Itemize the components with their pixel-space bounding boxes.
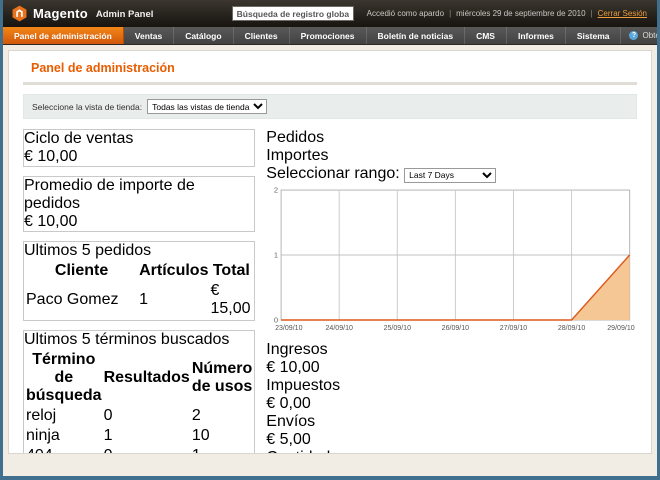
store-view-select[interactable]: Todas las vistas de tienda: [147, 99, 267, 114]
separator: |: [449, 9, 451, 18]
nav-item-boletin[interactable]: Boletín de noticias: [367, 27, 466, 44]
last-orders-title: Ultimos 5 pedidos: [24, 242, 254, 260]
nav-item-cms[interactable]: CMS: [465, 27, 507, 44]
total-ingresos: Ingresos € 10,00: [266, 341, 637, 377]
column-header[interactable]: Término de búsqueda: [26, 351, 102, 405]
svg-text:24/09/10: 24/09/10: [326, 325, 354, 332]
total-cantidad: Cantidad 1: [266, 449, 637, 454]
main-nav: Panel de administración Ventas Catálogo …: [3, 27, 657, 45]
lifetime-sales-title: Ciclo de ventas: [24, 130, 254, 148]
orders-area-chart: 0 1 2 23/09/10 24/09/10 25/09/10 26/09/10 27/09…: [266, 183, 637, 336]
page-title: Panel de administración: [31, 61, 637, 75]
average-orders-title: Promedio de importe de pedidos: [24, 177, 254, 213]
cell-items: 1: [139, 282, 208, 318]
dashboard-columns: Ciclo de ventas € 10,00 Promedio de impo…: [23, 129, 637, 454]
current-date: miércoles 29 de septiembre de 2010: [456, 9, 585, 18]
content-area: Panel de administración Seleccione la vi…: [3, 45, 657, 476]
last-search-terms-title: Ultimos 5 términos buscados: [24, 331, 254, 349]
nav-item-catalogo[interactable]: Catálogo: [174, 27, 233, 44]
cell-customer: Paco Gomez: [26, 282, 137, 318]
help-icon: ?: [629, 31, 638, 40]
store-view-bar: Seleccione la vista de tienda: Todas las…: [23, 94, 637, 119]
magento-logo: [11, 5, 28, 22]
average-orders-value: € 10,00: [24, 213, 254, 231]
total-envios: Envíos € 5,00: [266, 413, 637, 449]
table-row[interactable]: 40401: [26, 447, 252, 454]
tab-importes[interactable]: Importes: [266, 147, 637, 165]
last-search-terms-table: Término de búsqueda Resultados Número de…: [24, 349, 254, 454]
nav-item-informes[interactable]: Informes: [507, 27, 566, 44]
store-view-label: Seleccione la vista de tienda:: [32, 102, 142, 112]
cell-total: € 15,00: [210, 282, 252, 318]
brand-name: Magento: [33, 6, 88, 21]
tab-pedidos[interactable]: Pedidos: [266, 129, 637, 147]
browser-window: Magento Admin Panel Accedió como apardo …: [0, 0, 660, 480]
session-info: Accedió como apardo | miércoles 29 de se…: [367, 9, 647, 18]
column-header[interactable]: Número de usos: [192, 351, 252, 405]
nav-item-clientes[interactable]: Clientes: [234, 27, 290, 44]
range-select[interactable]: Last 7 Days: [404, 168, 496, 183]
lifetime-sales-box: Ciclo de ventas € 10,00: [23, 129, 255, 167]
nav-item-ventas[interactable]: Ventas: [124, 27, 174, 44]
column-header[interactable]: Resultados: [104, 351, 190, 405]
range-label: Seleccionar rango:: [266, 165, 399, 182]
right-column: Pedidos Importes Seleccionar rango: Last…: [266, 129, 637, 454]
nav-item-dashboard[interactable]: Panel de administración: [3, 27, 124, 44]
brand-suffix: Admin Panel: [96, 7, 154, 20]
svg-text:26/09/10: 26/09/10: [442, 325, 470, 332]
table-row[interactable]: Paco Gomez 1 € 15,00: [26, 282, 252, 318]
logged-in-as: Accedió como apardo: [367, 9, 444, 18]
table-row[interactable]: reloj02: [26, 407, 252, 425]
column-header[interactable]: Total: [210, 262, 252, 280]
last-search-terms-box: Ultimos 5 términos buscados Término de b…: [23, 330, 255, 454]
svg-text:2: 2: [274, 186, 278, 195]
svg-text:29/09/10: 29/09/10: [608, 325, 636, 332]
svg-text:0: 0: [274, 316, 278, 325]
help-label: Obtener ayuda para esta página: [642, 31, 660, 40]
help-link[interactable]: ? Obtener ayuda para esta página: [621, 27, 660, 44]
totals-bar: Ingresos € 10,00 Impuestos € 0,00 Envíos…: [266, 341, 637, 454]
separator: |: [591, 9, 593, 18]
title-divider: [23, 82, 637, 85]
nav-item-promociones[interactable]: Promociones: [290, 27, 367, 44]
chart-panel: Seleccionar rango: Last 7 Days 0 1 2 23/09/…: [266, 165, 637, 341]
dashboard-panel: Panel de administración Seleccione la vi…: [8, 50, 652, 454]
svg-text:1: 1: [274, 251, 278, 260]
svg-text:28/09/10: 28/09/10: [558, 325, 586, 332]
last-orders-table: Cliente Artículos Total Paco Gomez 1 € 1…: [24, 260, 254, 320]
column-header[interactable]: Cliente: [26, 262, 137, 280]
svg-text:27/09/10: 27/09/10: [500, 325, 528, 332]
average-orders-box: Promedio de importe de pedidos € 10,00: [23, 176, 255, 232]
logout-link[interactable]: Cerrar Sesión: [598, 9, 647, 18]
svg-text:23/09/10: 23/09/10: [275, 325, 303, 332]
left-column: Ciclo de ventas € 10,00 Promedio de impo…: [23, 129, 255, 454]
range-bar: Seleccionar rango: Last 7 Days: [266, 165, 637, 183]
chart-tabs: Pedidos Importes: [266, 129, 637, 165]
app-header: Magento Admin Panel Accedió como apardo …: [3, 0, 657, 27]
nav-item-sistema[interactable]: Sistema: [566, 27, 622, 44]
lifetime-sales-value: € 10,00: [24, 148, 254, 166]
chart-wrap: 0 1 2 23/09/10 24/09/10 25/09/10 26/09/10 27/09…: [266, 183, 637, 341]
column-header[interactable]: Artículos: [139, 262, 208, 280]
global-search-input[interactable]: [232, 6, 354, 21]
total-impuestos: Impuestos € 0,00: [266, 377, 637, 413]
last-orders-box: Ultimos 5 pedidos Cliente Artículos Tota…: [23, 241, 255, 321]
svg-text:25/09/10: 25/09/10: [384, 325, 412, 332]
table-row[interactable]: ninja110: [26, 427, 252, 445]
brand: Magento Admin Panel: [11, 5, 153, 22]
